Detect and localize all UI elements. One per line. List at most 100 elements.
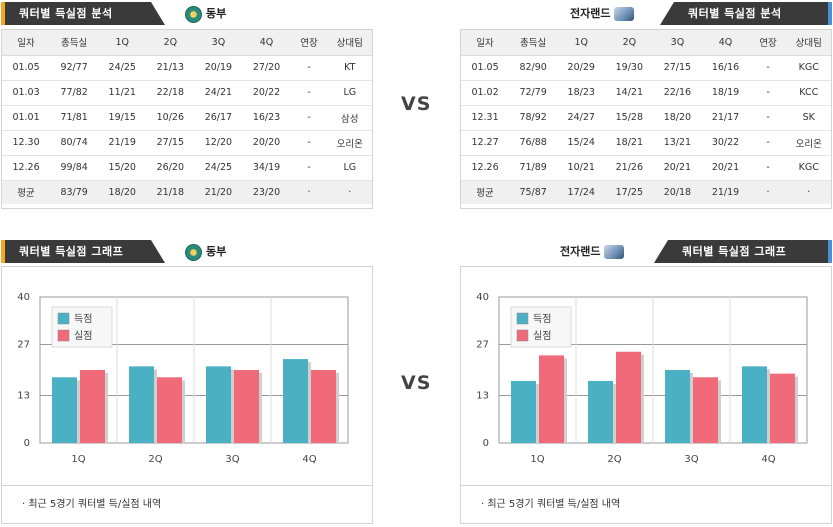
column-header: 1Q bbox=[98, 30, 147, 56]
x-tick-label: 1Q bbox=[530, 454, 544, 465]
table-cell: 83/79 bbox=[50, 180, 99, 204]
table-cell: SK bbox=[786, 105, 831, 131]
legend-swatch bbox=[57, 312, 70, 325]
top-right-header: 전자랜드 쿼터별 득실점 분석 bbox=[460, 0, 832, 28]
stats-table-box: 일자 총득실 1Q 2Q 3Q 4Q 연장 상대팀 01.05 92/77 24/25 21/13 20… bbox=[1, 29, 373, 209]
bottom-right-header: 전자랜드 쿼터별 득실점 그래프 bbox=[460, 238, 832, 266]
table-cell: - bbox=[749, 155, 787, 181]
footnote: · 최근 5경기 쿼터별 득/실점 내역 bbox=[460, 486, 832, 524]
table-cell: KCC bbox=[786, 80, 831, 106]
bar-scored bbox=[511, 380, 536, 443]
table-cell: 삼성 bbox=[327, 105, 372, 131]
bar-allowed bbox=[770, 373, 795, 443]
bottom-right-panel: 전자랜드 쿼터별 득실점 그래프 0 13 27 40 1Q 2Q 3Q 4Q 득점 실점 · 최… bbox=[460, 238, 832, 526]
y-tick-label: 27 bbox=[17, 339, 30, 350]
x-tick-label: 3Q bbox=[225, 454, 239, 465]
legend-label: 실점 bbox=[533, 330, 551, 342]
bar-scored bbox=[742, 366, 767, 443]
y-tick-label: 13 bbox=[476, 391, 489, 402]
table-cell: 24/21 bbox=[194, 80, 243, 106]
bar-scored bbox=[588, 380, 613, 443]
table-cell: - bbox=[749, 55, 787, 81]
table-cell: 16/16 bbox=[701, 55, 750, 81]
table-row: 12.30 80/74 21/19 27/15 12/20 20/20- 오리온 bbox=[2, 130, 372, 156]
table-cell: 18/19 bbox=[701, 80, 750, 106]
table-cell: 14/21 bbox=[605, 80, 654, 106]
column-header: 총득실 bbox=[50, 30, 99, 56]
y-tick-label: 40 bbox=[476, 292, 489, 303]
y-tick-label: 0 bbox=[24, 438, 30, 449]
column-header: 1Q bbox=[557, 30, 606, 56]
table-cell: 24/27 bbox=[557, 105, 606, 131]
table-cell: 76/88 bbox=[509, 130, 558, 156]
table-cell: 15/28 bbox=[605, 105, 654, 131]
table-cell: 21/19 bbox=[701, 180, 750, 204]
vs-label-top: VS bbox=[401, 93, 432, 115]
table-header-row: 일자 총득실 1Q 2Q 3Q 4Q 연장 상대팀 bbox=[2, 30, 372, 56]
column-header: 상대팀 bbox=[786, 30, 831, 56]
average-row: 평균 83/79 18/20 21/18 21/20 23/20 · · bbox=[2, 180, 372, 204]
table-cell: 18/20 bbox=[653, 105, 702, 131]
table-cell: 12/20 bbox=[194, 130, 243, 156]
table-cell: 26/20 bbox=[146, 155, 195, 181]
table-cell: 20/21 bbox=[653, 155, 702, 181]
table-cell: 12.27 bbox=[461, 130, 510, 156]
legend-swatch bbox=[57, 329, 70, 342]
column-header: 2Q bbox=[605, 30, 654, 56]
table-cell: 21/26 bbox=[605, 155, 654, 181]
team-label-dongbu: 동부 bbox=[181, 4, 226, 24]
x-tick-label: 4Q bbox=[302, 454, 316, 465]
bar-scored bbox=[206, 366, 231, 443]
table-cell: 20/19 bbox=[194, 55, 243, 81]
table-cell: 12.26 bbox=[461, 155, 510, 181]
y-tick-label: 27 bbox=[476, 339, 489, 350]
y-tick-label: 40 bbox=[17, 292, 30, 303]
table-row: 12.26 99/84 15/20 26/20 24/25 34/19- LG bbox=[2, 155, 372, 181]
table-cell: 71/81 bbox=[50, 105, 99, 131]
table-cell: - bbox=[290, 80, 328, 106]
table-cell: 11/21 bbox=[98, 80, 147, 106]
table-cell: 75/87 bbox=[509, 180, 558, 204]
legend-swatch bbox=[516, 329, 529, 342]
legend-label: 득점 bbox=[74, 313, 92, 325]
table-cell: · bbox=[290, 180, 328, 204]
stats-table-box: 일자 총득실 1Q 2Q 3Q 4Q 연장 상대팀 01.05 82/90 20/29 19/30 27… bbox=[460, 29, 832, 209]
table-cell: 20/21 bbox=[701, 155, 750, 181]
table-cell: 27/15 bbox=[653, 55, 702, 81]
table-cell: KT bbox=[327, 55, 372, 81]
table-cell: 22/18 bbox=[146, 80, 195, 106]
table-cell: - bbox=[749, 80, 787, 106]
table-cell: 78/92 bbox=[509, 105, 558, 131]
table-cell: 21/18 bbox=[146, 180, 195, 204]
bar-scored bbox=[665, 370, 690, 443]
legend-swatch bbox=[516, 312, 529, 325]
table-cell: 22/16 bbox=[653, 80, 702, 106]
chart-box-dongbu: 0 13 27 40 1Q 2Q 3Q 4Q 득점 실점 bbox=[1, 266, 373, 486]
table-cell: 18/23 bbox=[557, 80, 606, 106]
table-cell: LG bbox=[327, 80, 372, 106]
table-row: 01.05 82/90 20/29 19/30 27/15 16/16- KGC bbox=[461, 55, 831, 81]
stats-table-elands: 일자 총득실 1Q 2Q 3Q 4Q 연장 상대팀 01.05 82/90 20/29 19/30 27… bbox=[461, 30, 831, 204]
bar-allowed bbox=[311, 370, 336, 443]
column-header: 2Q bbox=[146, 30, 195, 56]
table-row: 01.01 71/81 19/15 10/26 26/17 16/23- 삼성 bbox=[2, 105, 372, 131]
table-cell: 15/20 bbox=[98, 155, 147, 181]
table-cell: 34/19 bbox=[242, 155, 291, 181]
table-cell: 12.30 bbox=[2, 130, 51, 156]
table-row: 01.05 92/77 24/25 21/13 20/19 27/20- KT bbox=[2, 55, 372, 81]
column-header: 연장 bbox=[749, 30, 787, 56]
panel-title: 쿼터별 득실점 그래프 bbox=[1, 240, 151, 263]
chart-box-elands: 0 13 27 40 1Q 2Q 3Q 4Q 득점 실점 bbox=[460, 266, 832, 486]
x-tick-label: 2Q bbox=[607, 454, 621, 465]
column-header: 일자 bbox=[461, 30, 510, 56]
elands-logo-icon bbox=[604, 245, 625, 259]
column-header: 상대팀 bbox=[327, 30, 372, 56]
top-left-header: 쿼터별 득실점 분석 동부 bbox=[1, 0, 373, 28]
table-cell: 10/21 bbox=[557, 155, 606, 181]
table-cell: - bbox=[290, 155, 328, 181]
x-tick-label: 2Q bbox=[148, 454, 162, 465]
table-cell: · bbox=[327, 180, 372, 204]
